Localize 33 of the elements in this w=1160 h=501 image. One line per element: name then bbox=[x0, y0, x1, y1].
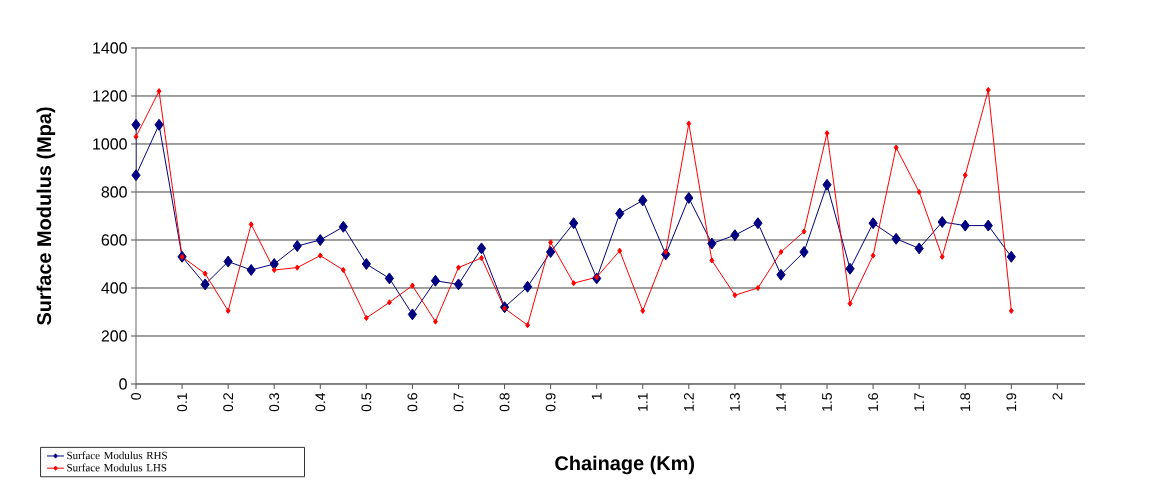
x-tick-label: 0.7 bbox=[453, 393, 464, 412]
x-tick-label: 0.2 bbox=[223, 393, 234, 412]
y-tick-label: 1400 bbox=[93, 42, 127, 54]
x-tick-label: 0.9 bbox=[545, 393, 556, 412]
y-axis-title: Surface Modulus (Mpa) bbox=[36, 107, 56, 325]
x-tick-label: 0.3 bbox=[269, 393, 280, 412]
x-tick-label: 0.6 bbox=[407, 393, 418, 412]
x-tick-label: 1 bbox=[591, 393, 602, 400]
legend-label: Surface Modulus LHS bbox=[67, 463, 167, 472]
x-tick-label: 0.5 bbox=[361, 393, 372, 412]
x-tick-label: 1.9 bbox=[1006, 393, 1017, 411]
x-tick-label: 0.4 bbox=[315, 392, 326, 412]
x-tick-label: 1.8 bbox=[960, 393, 971, 411]
x-tick-label: 1.1 bbox=[637, 393, 648, 411]
y-tick-label: 400 bbox=[101, 282, 127, 294]
x-tick-label: 2 bbox=[1052, 393, 1063, 400]
x-tick-label: 1.7 bbox=[914, 393, 924, 411]
x-tick-label: 0.1 bbox=[177, 393, 188, 412]
x-axis-title: Chainage (Km) bbox=[555, 455, 695, 475]
y-tick-label: 0 bbox=[119, 378, 127, 390]
x-tick-label: 0.8 bbox=[499, 393, 510, 412]
x-tick-label: 1.6 bbox=[868, 393, 879, 411]
y-tick-label: 600 bbox=[101, 234, 127, 246]
y-tick-label: 1200 bbox=[93, 90, 127, 102]
x-tick-label: 1.3 bbox=[729, 393, 740, 411]
y-tick-label: 800 bbox=[101, 186, 127, 198]
y-tick-label: 200 bbox=[101, 330, 127, 342]
x-tick-label: 1.5 bbox=[822, 393, 832, 411]
x-tick-label: 0 bbox=[131, 393, 141, 400]
y-tick-label: 1000 bbox=[93, 138, 127, 150]
x-tick-label: 1.4 bbox=[776, 392, 786, 411]
legend-label: Surface Modulus RHS bbox=[67, 451, 167, 460]
x-tick-label: 1.2 bbox=[683, 393, 694, 411]
